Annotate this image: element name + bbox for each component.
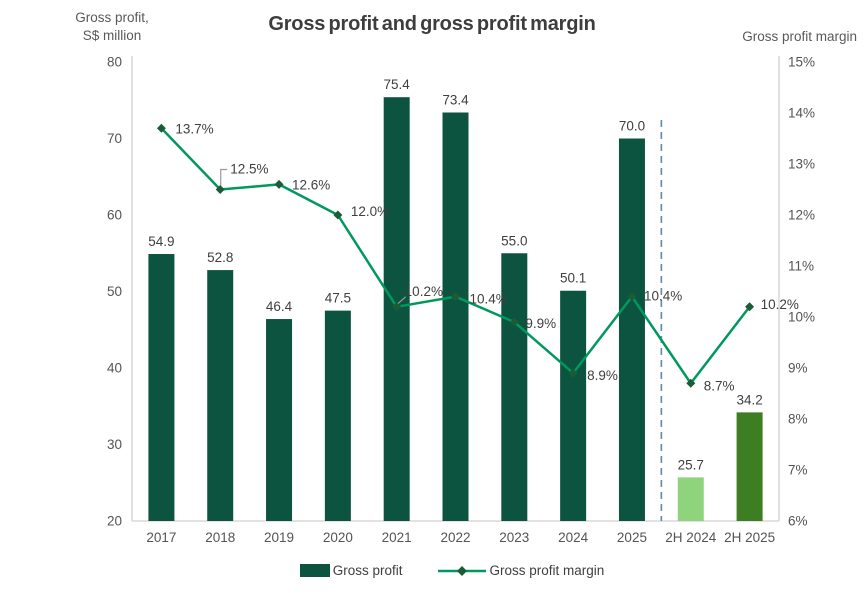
marker-2023 <box>509 317 519 327</box>
chart-title: Gross profit and gross profit margin <box>268 13 596 35</box>
bar-label-2020: 47.5 <box>325 291 351 306</box>
margin-label-2017: 13.7% <box>175 121 213 136</box>
marker-2017 <box>156 123 166 133</box>
legend-label-gross-profit-margin: Gross profit margin <box>489 563 605 578</box>
margin-label-2020: 12.0% <box>351 204 389 219</box>
bar-label-2017: 54.9 <box>148 234 174 249</box>
marker-2025 <box>627 292 637 302</box>
category-label-2024: 2024 <box>558 530 589 545</box>
legend-label-gross-profit: Gross profit <box>332 563 403 578</box>
margin-label-2022: 10.4% <box>470 292 508 307</box>
marker-2019 <box>274 179 284 189</box>
category-label-2025: 2025 <box>617 530 647 545</box>
left-axis-title-line2: S$ million <box>82 28 142 44</box>
category-label-2020: 2020 <box>323 530 353 545</box>
margin-label-2021: 10.2% <box>405 284 443 299</box>
left-tick-40: 40 <box>107 361 122 376</box>
marker-2h-2025 <box>745 302 755 312</box>
right-tick-13: 13% <box>788 157 815 172</box>
bar-label-2022: 73.4 <box>442 92 469 107</box>
bar-2017 <box>148 254 175 521</box>
bar-label-2h-2024: 25.7 <box>678 457 704 472</box>
leader-line-4 <box>397 296 407 305</box>
margin-label-2h-2024: 8.7% <box>704 378 735 393</box>
bar-label-2h-2025: 34.2 <box>736 392 762 407</box>
right-tick-8: 8% <box>788 412 808 427</box>
left-tick-30: 30 <box>107 437 122 452</box>
bar-2025 <box>618 138 645 521</box>
category-label-2023: 2023 <box>499 530 529 545</box>
margin-label-2018: 12.5% <box>230 162 268 177</box>
category-label-2018: 2018 <box>205 530 235 545</box>
right-tick-10: 10% <box>788 310 815 325</box>
bar-2019 <box>266 319 293 521</box>
right-tick-7: 7% <box>788 463 808 478</box>
gross-profit-bar-swatch-icon <box>299 564 330 577</box>
margin-label-2024: 8.9% <box>587 368 618 383</box>
left-tick-80: 80 <box>107 55 122 70</box>
margin-label-2h-2025: 10.2% <box>761 297 799 312</box>
bar-2020 <box>324 310 351 521</box>
left-tick-70: 70 <box>107 131 122 146</box>
left-axis-title-line1: Gross profit, <box>75 10 149 25</box>
category-label-2019: 2019 <box>264 530 294 545</box>
leader-line-1 <box>220 168 228 186</box>
bar-label-2024: 50.1 <box>560 271 586 286</box>
right-tick-15: 15% <box>788 55 815 70</box>
margin-label-2025: 10.4% <box>644 289 682 304</box>
bar-2018 <box>207 270 234 521</box>
margin-label-2023: 9.9% <box>525 316 556 331</box>
left-tick-50: 50 <box>107 284 122 299</box>
legend: Gross profit Gross profit margin <box>20 563 864 578</box>
right-tick-11: 11% <box>788 259 814 274</box>
bar-label-2019: 46.4 <box>266 299 293 314</box>
left-axis-title: Gross profit, S$ million <box>56 9 168 45</box>
bar-2024 <box>560 290 587 521</box>
bar-label-2025: 70.0 <box>619 119 645 134</box>
category-label-2022: 2022 <box>440 530 470 545</box>
marker-2024 <box>568 368 578 378</box>
legend-item-gross-profit: Gross profit <box>299 563 403 578</box>
left-tick-20: 20 <box>107 514 122 529</box>
marker-2018 <box>215 185 225 194</box>
bar-2022 <box>442 112 469 522</box>
category-label-2021: 2021 <box>382 530 412 545</box>
right-tick-9: 9% <box>788 361 808 376</box>
bar-label-2021: 75.4 <box>384 77 411 92</box>
right-tick-14: 14% <box>788 106 815 121</box>
bar-label-2018: 52.8 <box>207 250 233 265</box>
right-tick-12: 12% <box>788 208 815 223</box>
bar-2h-2025 <box>736 412 763 521</box>
marker-2020 <box>333 210 343 220</box>
bar-2h-2024 <box>677 477 704 521</box>
margin-label-2019: 12.6% <box>292 177 330 192</box>
marker-2022 <box>451 292 460 302</box>
bar-2023 <box>501 253 528 521</box>
right-tick-6: 6% <box>788 514 808 529</box>
legend-item-gross-profit-margin: Gross profit margin <box>438 563 604 578</box>
marker-2021 <box>392 302 402 312</box>
right-axis-title: Gross profit margin <box>742 29 857 44</box>
category-label-2h-2025: 2H 2025 <box>724 530 775 545</box>
left-tick-60: 60 <box>107 208 122 223</box>
category-label-2017: 2017 <box>146 530 176 545</box>
bar-label-2023: 55.0 <box>501 233 527 248</box>
marker-2h-2024 <box>686 378 696 388</box>
gross-profit-margin-line-swatch-icon <box>438 565 487 577</box>
category-label-2h-2024: 2H 2024 <box>665 530 717 545</box>
